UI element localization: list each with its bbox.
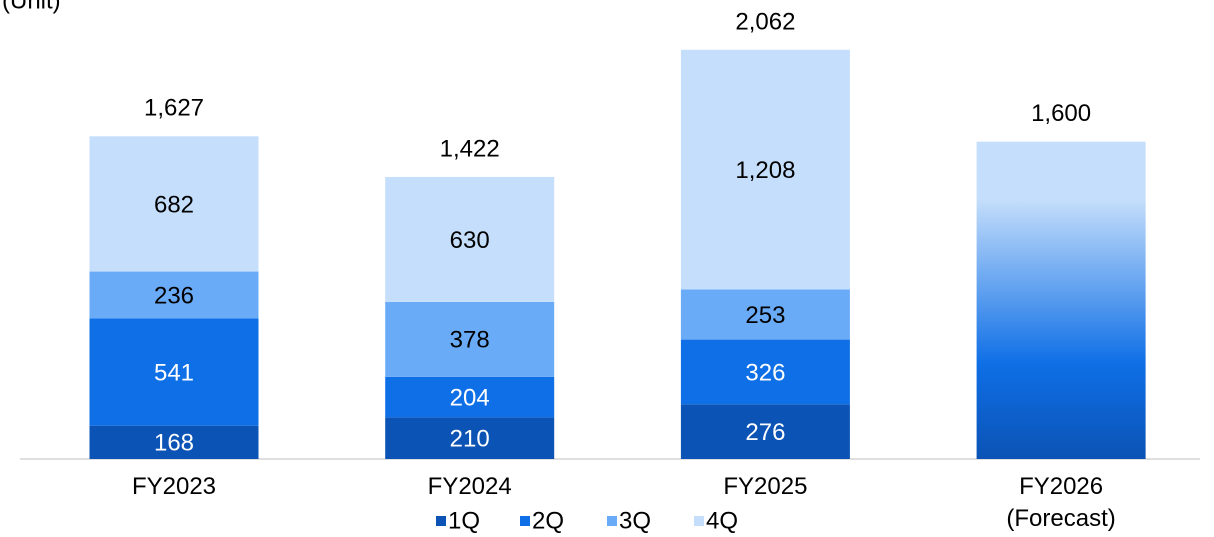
bar-segment xyxy=(89,318,259,426)
value-label: 326 xyxy=(745,359,785,386)
total-label: 1,422 xyxy=(440,135,500,162)
bar-segment xyxy=(680,289,850,340)
value-label: 210 xyxy=(450,426,490,453)
bar-segment xyxy=(89,271,259,319)
bar-segment xyxy=(385,376,555,418)
value-label: 630 xyxy=(450,227,490,254)
bar-segment xyxy=(385,176,555,302)
x-tick-label: FY2025 xyxy=(723,473,807,500)
value-label: 378 xyxy=(450,327,490,354)
bar-segment xyxy=(385,301,555,377)
forecast-bar xyxy=(976,141,1146,459)
legend-label: 1Q xyxy=(448,507,480,534)
bar-segment xyxy=(385,417,555,459)
total-label: 1,627 xyxy=(144,95,204,122)
legend-label: 3Q xyxy=(619,507,651,534)
legend-label: 4Q xyxy=(706,507,738,534)
legend-swatch xyxy=(607,516,617,526)
x-tick-label: FY2023 xyxy=(132,473,216,500)
value-label: 541 xyxy=(154,359,194,386)
legend-swatch xyxy=(520,516,530,526)
x-tick-label: FY2026 (Forecast) xyxy=(1006,473,1115,532)
unit-label: (Unit) xyxy=(2,0,61,14)
value-label: 204 xyxy=(450,384,490,411)
legend-label: 2Q xyxy=(532,507,564,534)
bar-segment xyxy=(89,425,259,459)
x-tick-label: FY2024 xyxy=(428,473,512,500)
value-label: 1,208 xyxy=(735,157,795,184)
value-label: 276 xyxy=(745,419,785,446)
bar-segment xyxy=(680,404,850,459)
total-label: 1,600 xyxy=(1031,100,1091,127)
legend-swatch xyxy=(694,516,704,526)
legend-swatch xyxy=(436,516,446,526)
value-label: 236 xyxy=(154,282,194,309)
value-label: 168 xyxy=(154,430,194,457)
bar-segment xyxy=(89,136,259,272)
total-label: 2,062 xyxy=(735,8,795,35)
bar-segment xyxy=(680,339,850,405)
value-label: 682 xyxy=(154,191,194,218)
value-label: 253 xyxy=(745,302,785,329)
bar-segment xyxy=(680,49,850,290)
